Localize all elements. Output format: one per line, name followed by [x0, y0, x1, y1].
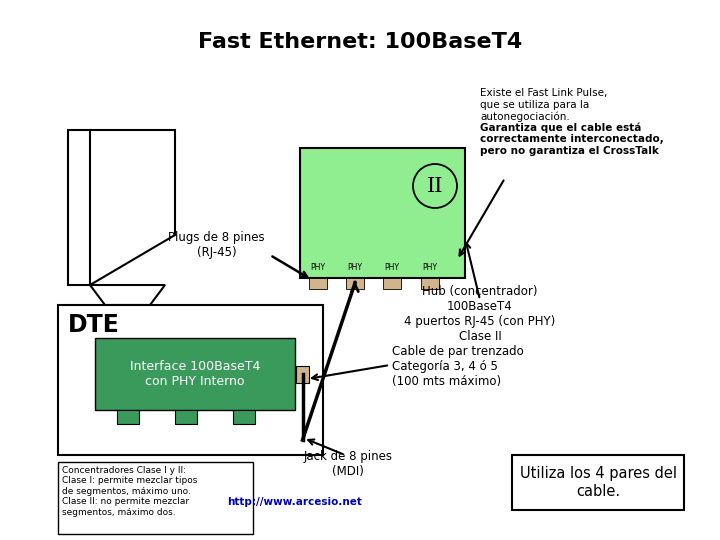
- Text: Garantiza que el cable está: Garantiza que el cable está: [480, 123, 642, 133]
- Bar: [346, 278, 364, 289]
- Bar: [233, 410, 255, 424]
- Text: autonegociación.: autonegociación.: [480, 111, 570, 122]
- Bar: [421, 278, 439, 289]
- Text: PHY: PHY: [384, 264, 400, 273]
- Bar: [95, 338, 295, 410]
- Bar: [175, 410, 197, 424]
- Text: que se utiliza para la: que se utiliza para la: [480, 99, 589, 110]
- Text: II: II: [427, 177, 444, 195]
- Text: Jack de 8 pines
(MDI): Jack de 8 pines (MDI): [304, 450, 392, 478]
- Text: Concentradores Clase I y II:
Clase I: permite mezclar tipos
de segmentos, máximo: Concentradores Clase I y II: Clase I: pe…: [62, 466, 197, 517]
- Text: Utiliza los 4 pares del
cable.: Utiliza los 4 pares del cable.: [520, 467, 677, 499]
- Bar: [117, 410, 139, 424]
- Text: DTE: DTE: [68, 313, 120, 337]
- Bar: [383, 278, 401, 289]
- Bar: [309, 278, 327, 289]
- Text: Hub (concentrador)
100BaseT4
4 puertos RJ-45 (con PHY)
Clase II: Hub (concentrador) 100BaseT4 4 puertos R…: [405, 285, 556, 343]
- Bar: [58, 462, 253, 534]
- Bar: [296, 366, 309, 383]
- Text: PHY: PHY: [348, 264, 362, 273]
- Text: correctamente interconectado,: correctamente interconectado,: [480, 134, 664, 144]
- Text: PHY: PHY: [310, 264, 325, 273]
- Text: Fast Ethernet: 100BaseT4: Fast Ethernet: 100BaseT4: [198, 32, 522, 52]
- Text: pero no garantiza el CrossTalk: pero no garantiza el CrossTalk: [480, 145, 659, 156]
- Bar: [512, 455, 684, 510]
- Text: Existe el Fast Link Pulse,: Existe el Fast Link Pulse,: [480, 88, 608, 98]
- Text: Cable de par trenzado
Categoría 3, 4 ó 5
(100 mts máximo): Cable de par trenzado Categoría 3, 4 ó 5…: [392, 345, 523, 388]
- Bar: [58, 305, 323, 455]
- Text: Interface 100BaseT4
con PHY Interno: Interface 100BaseT4 con PHY Interno: [130, 360, 260, 388]
- Bar: [300, 148, 465, 278]
- Text: PHY: PHY: [423, 264, 438, 273]
- Text: http://www.arcesio.net: http://www.arcesio.net: [228, 497, 362, 507]
- Text: Plugs de 8 pines
(RJ-45): Plugs de 8 pines (RJ-45): [168, 231, 265, 259]
